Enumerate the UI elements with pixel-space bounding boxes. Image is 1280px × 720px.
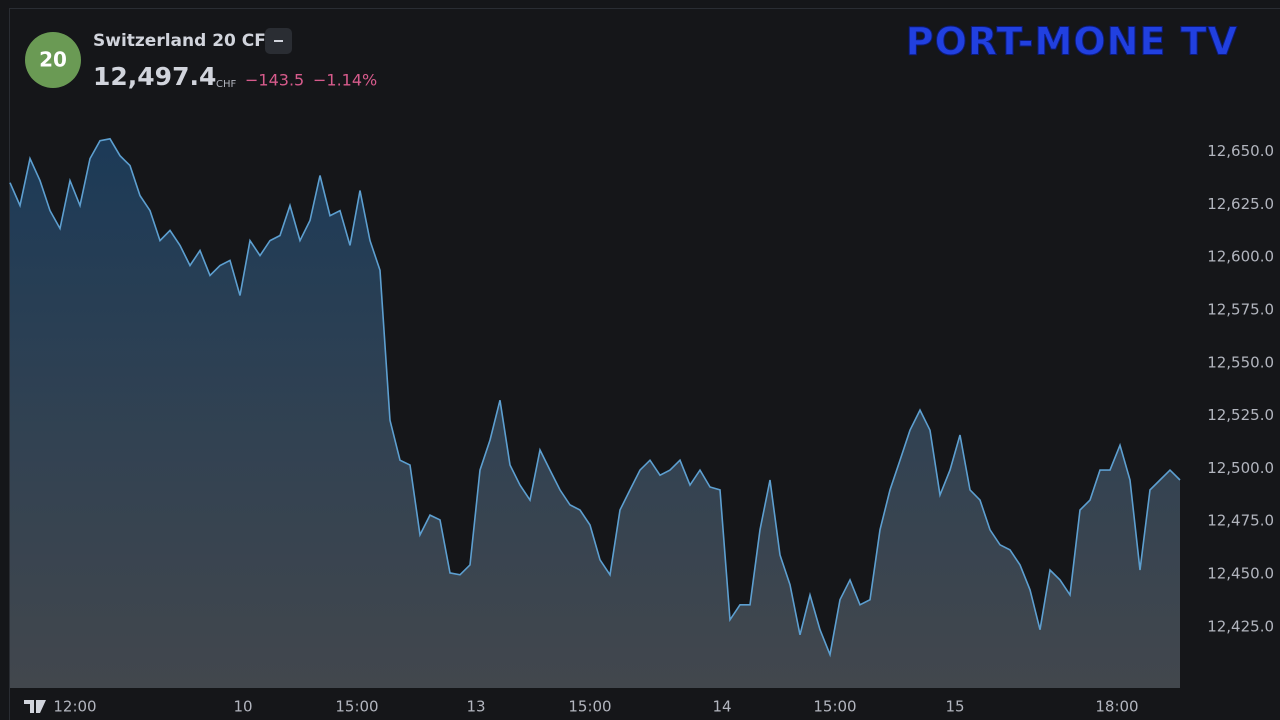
y-tick-label: 12,550.0 [1207,353,1274,371]
y-tick-label: 12,575.0 [1207,301,1274,319]
x-tick-label: 13 [466,698,485,716]
price-line [9,137,1181,658]
x-tick-label: 15 [945,698,964,716]
badge-text: 20 [39,48,67,72]
price: 12,497.4 [93,62,216,91]
x-tick-label: 15:00 [568,698,611,716]
y-tick-label: 12,600.0 [1207,248,1274,266]
currency: CHF [216,79,237,90]
chart-title: Switzerland 20 CFD [93,31,280,51]
badge [25,32,81,88]
y-tick-label: 12,650.0 [1207,142,1274,160]
tv-logo-mark [24,700,46,713]
x-tick-label: 18:00 [1095,698,1138,716]
y-tick-label: 12,475.0 [1207,512,1274,530]
y-tick-label: 12,450.0 [1207,564,1274,582]
x-tick-label: 15:00 [813,698,856,716]
tv-logo [22,694,47,718]
x-tick-label: 14 [712,698,731,716]
change-percent: −1.14% [313,71,377,90]
y-tick-label: 12,425.0 [1207,617,1274,635]
y-tick-label: 12,500.0 [1207,459,1274,477]
area-fill [10,138,1180,689]
y-tick-label: 12,625.0 [1207,195,1274,213]
plot-area [9,137,1181,689]
x-tick-label: 15:00 [335,698,378,716]
x-tick-label: 10 [233,698,252,716]
y-tick-label: 12,525.0 [1207,406,1274,424]
logo: PORT-MONE TV [906,20,1238,64]
x-tick-label: 12:00 [53,698,96,716]
change: −143.5 [245,71,304,90]
